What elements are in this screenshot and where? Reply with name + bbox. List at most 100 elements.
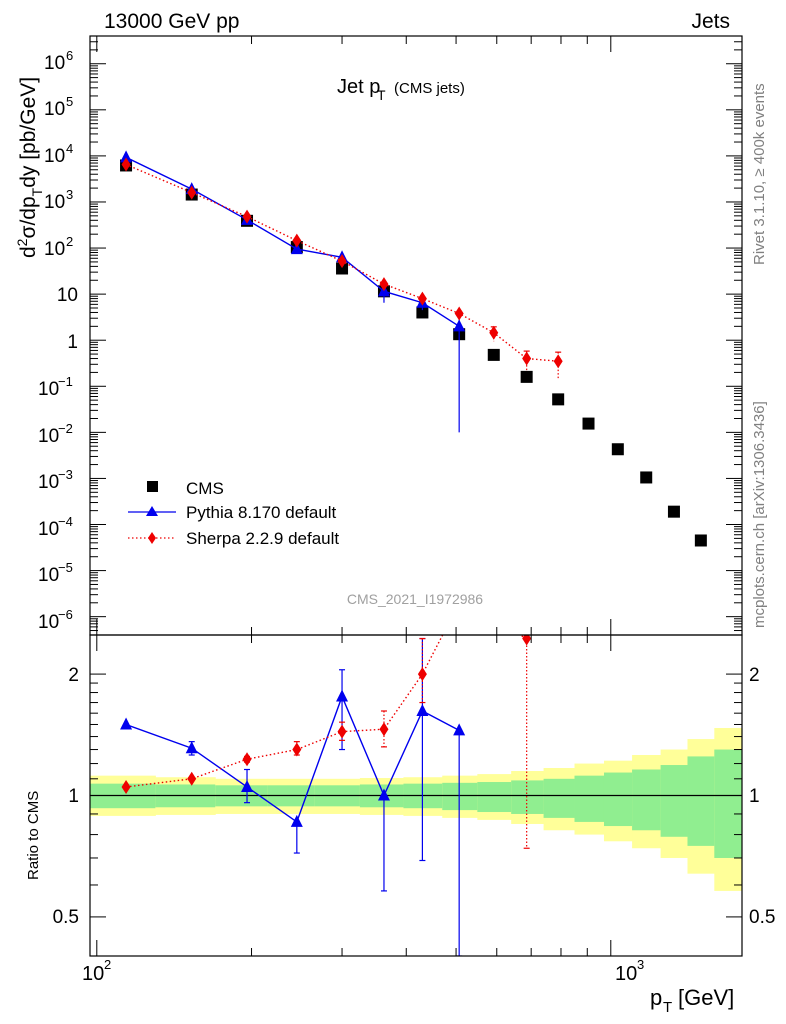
data-point bbox=[520, 370, 533, 383]
analysis-watermark: CMS_2021_I1972986 bbox=[347, 591, 483, 607]
band-inner bbox=[442, 782, 478, 811]
ratio-data-point bbox=[241, 779, 254, 792]
svg-text:3: 3 bbox=[637, 957, 644, 972]
ratio-y-tick-0.5-left: 0.5 bbox=[53, 907, 79, 928]
svg-text:10: 10 bbox=[57, 285, 78, 306]
data-point bbox=[454, 306, 464, 321]
y-tick-1e4: 10 4 bbox=[44, 141, 73, 167]
y-tick-1e3: 10 3 bbox=[44, 187, 73, 213]
ratio-data-point bbox=[453, 723, 466, 736]
data-point bbox=[553, 354, 563, 369]
y-tick-1e5: 10 5 bbox=[44, 94, 73, 120]
axes-frames bbox=[89, 35, 743, 957]
data-point bbox=[611, 443, 624, 456]
svg-text:6: 6 bbox=[66, 48, 73, 63]
svg-text:10: 10 bbox=[38, 379, 59, 400]
main-title-text: Jet p bbox=[337, 76, 380, 98]
ratio-y-tick-labels: 0.5 1 2 0.5 1 2 bbox=[53, 665, 776, 928]
legend-marker-pythia bbox=[146, 506, 158, 516]
svg-text:−2: −2 bbox=[58, 421, 73, 436]
legend-label-pythia: Pythia 8.170 default bbox=[186, 503, 337, 522]
main-ylabel-text: d2σ/dpTdy [pb/GeV] bbox=[14, 77, 45, 258]
band-inner bbox=[714, 749, 742, 858]
y-tick-1e2: 10 2 bbox=[44, 234, 73, 260]
ratio-ylabel: Ratio to CMS bbox=[25, 791, 42, 880]
data-point bbox=[187, 185, 197, 200]
ratio-series-line bbox=[125, 635, 527, 788]
y-tick-1e-4: 10−4 bbox=[38, 514, 73, 540]
ratio-data-point bbox=[120, 717, 133, 730]
ratio-y-tick-0.5-right: 0.5 bbox=[749, 907, 775, 928]
ratio-data-point bbox=[185, 741, 198, 754]
svg-text:−1: −1 bbox=[58, 374, 73, 389]
ratio-data-point bbox=[336, 689, 349, 702]
main-title: Jet p T (CMS jets) bbox=[337, 76, 465, 103]
xlabel-unit: [GeV] bbox=[678, 985, 734, 1010]
band-inner bbox=[603, 772, 633, 827]
y-tick-1e-2: 10−2 bbox=[38, 421, 73, 447]
ratio-data-point bbox=[416, 703, 429, 716]
data-point bbox=[379, 277, 389, 292]
legend-entry-pythia: Pythia 8.170 default bbox=[128, 503, 337, 522]
band-inner bbox=[543, 778, 576, 818]
data-point bbox=[120, 150, 133, 163]
ratio-data-point bbox=[379, 722, 389, 737]
svg-text:4: 4 bbox=[66, 141, 73, 156]
xlabel-text: p bbox=[650, 985, 662, 1010]
band-inner bbox=[660, 765, 688, 837]
svg-text:10: 10 bbox=[615, 963, 637, 985]
data-point bbox=[552, 393, 565, 406]
main-title-sub: T bbox=[377, 87, 386, 103]
ratio-y-tick-2-right: 2 bbox=[749, 665, 760, 686]
svg-text:−3: −3 bbox=[58, 467, 73, 482]
data-point bbox=[292, 233, 302, 248]
ratio-data-point bbox=[522, 635, 532, 646]
main-ylabel: d2σ/dpTdy [pb/GeV] bbox=[14, 77, 45, 258]
data-point bbox=[336, 262, 349, 275]
legend-marker-cms bbox=[147, 481, 158, 492]
data-point bbox=[417, 291, 427, 306]
x-tick-label-1000: 10 3 bbox=[615, 957, 644, 985]
main-y-tick-labels: 10−6 10−5 10−4 10−3 10−2 10−1 1 10 10 2 1… bbox=[38, 48, 78, 633]
ratio-y-tick-2-left: 2 bbox=[68, 665, 79, 686]
data-point bbox=[121, 157, 131, 172]
ratio-data-point bbox=[377, 788, 390, 801]
ratio-data-point bbox=[290, 814, 303, 827]
data-point bbox=[290, 242, 303, 255]
data-point bbox=[489, 325, 499, 340]
ratio-data-point bbox=[337, 724, 347, 739]
ratio-series-1 bbox=[121, 635, 532, 849]
side-label-top: Rivet 3.1.10, ≥ 400k events bbox=[751, 83, 768, 265]
data-point bbox=[416, 306, 429, 319]
ratio-data-point bbox=[242, 752, 252, 767]
y-tick-1: 1 bbox=[67, 332, 78, 353]
header-right: Jets bbox=[691, 10, 730, 33]
data-point bbox=[453, 319, 466, 332]
y-tick-1e6: 10 6 bbox=[44, 48, 73, 74]
ratio-series-0 bbox=[120, 637, 466, 956]
svg-text:10: 10 bbox=[44, 192, 65, 213]
ratio-data-point bbox=[187, 771, 197, 786]
legend-entry-sherpa: Sherpa 2.2.9 default bbox=[128, 529, 339, 548]
data-point bbox=[694, 534, 707, 547]
band-inner bbox=[574, 775, 605, 822]
ratio-data-point bbox=[292, 742, 302, 757]
legend-marker-sherpa bbox=[148, 532, 156, 544]
svg-text:−5: −5 bbox=[58, 560, 73, 575]
y-tick-1e-3: 10−3 bbox=[38, 467, 73, 493]
data-point bbox=[242, 209, 252, 224]
svg-text:2: 2 bbox=[104, 957, 111, 972]
x-axis-label: p T [GeV] bbox=[650, 985, 734, 1016]
side-label-bottom: mcplots.cern.ch [arXiv:1306.3436] bbox=[751, 401, 768, 628]
svg-text:10: 10 bbox=[44, 99, 65, 120]
band-inner bbox=[632, 769, 662, 831]
y-tick-10: 10 bbox=[57, 285, 78, 306]
header-left: 13000 GeV pp bbox=[104, 10, 239, 33]
svg-text:10: 10 bbox=[44, 239, 65, 260]
main-series-1 bbox=[120, 150, 466, 433]
y-tick-1e-6: 10−6 bbox=[38, 607, 73, 633]
data-point bbox=[487, 348, 500, 361]
svg-text:10: 10 bbox=[82, 963, 104, 985]
legend: CMS Pythia 8.170 default Sherpa 2.2.9 de… bbox=[128, 479, 339, 548]
svg-text:5: 5 bbox=[66, 94, 73, 109]
